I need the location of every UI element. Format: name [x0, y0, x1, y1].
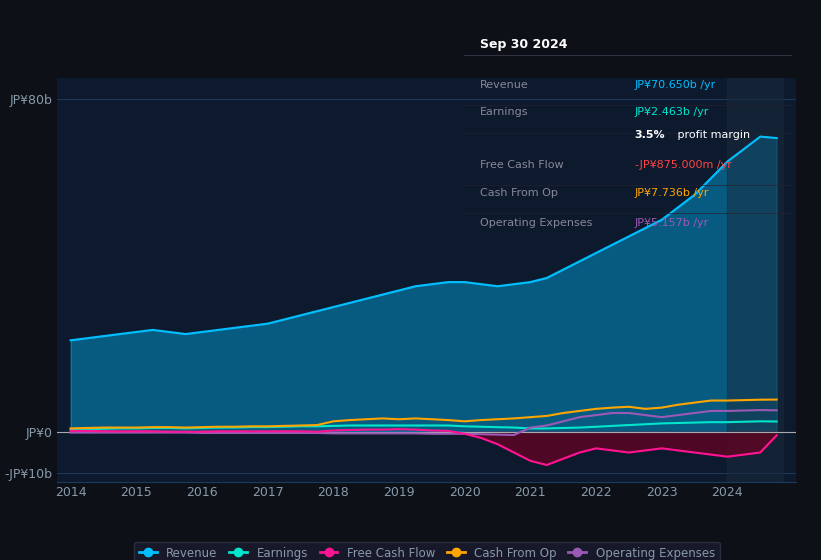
Text: JP¥70.650b /yr: JP¥70.650b /yr	[635, 80, 716, 90]
Text: Revenue: Revenue	[480, 80, 529, 90]
Text: JP¥7.736b /yr: JP¥7.736b /yr	[635, 188, 709, 198]
Text: -JP¥875.000m /yr: -JP¥875.000m /yr	[635, 160, 732, 170]
Text: JP¥2.463b /yr: JP¥2.463b /yr	[635, 108, 709, 118]
Text: Free Cash Flow: Free Cash Flow	[480, 160, 564, 170]
Text: Earnings: Earnings	[480, 108, 529, 118]
Text: Cash From Op: Cash From Op	[480, 188, 558, 198]
Text: JP¥5.157b /yr: JP¥5.157b /yr	[635, 218, 709, 227]
Text: 3.5%: 3.5%	[635, 130, 665, 141]
Text: profit margin: profit margin	[674, 130, 750, 141]
Text: Operating Expenses: Operating Expenses	[480, 218, 593, 227]
Text: Sep 30 2024: Sep 30 2024	[480, 39, 568, 52]
Legend: Revenue, Earnings, Free Cash Flow, Cash From Op, Operating Expenses: Revenue, Earnings, Free Cash Flow, Cash …	[135, 542, 719, 560]
Bar	[727, 78, 783, 482]
